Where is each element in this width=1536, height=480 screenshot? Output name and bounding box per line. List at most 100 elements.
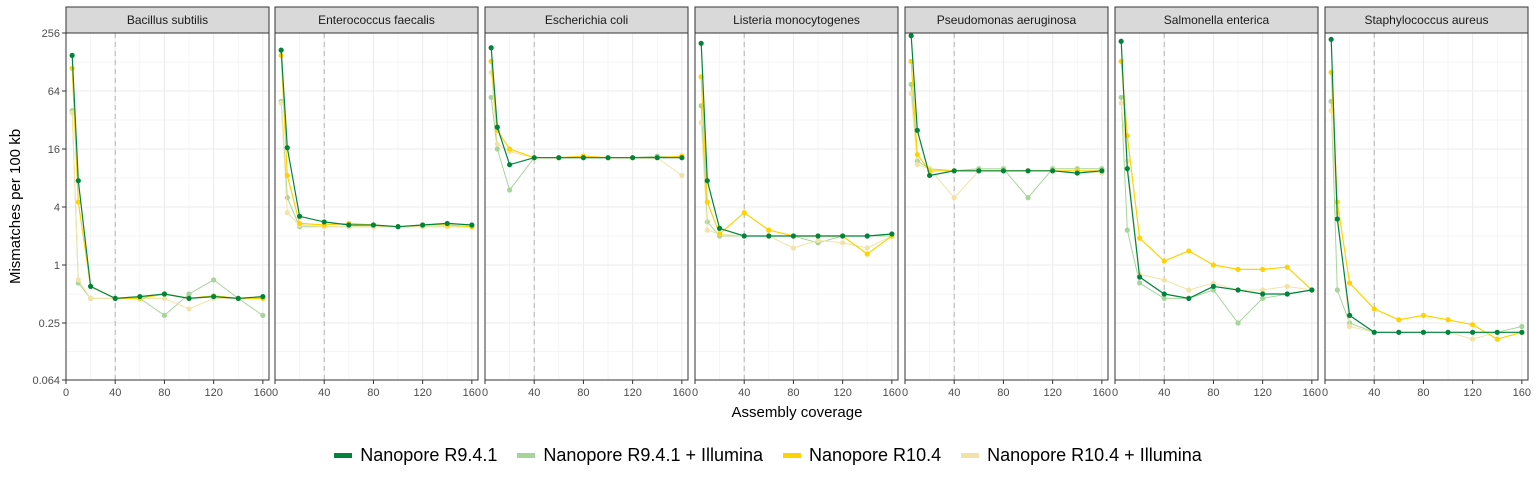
data-point-pseudomonas-aeruginosa-nanopore-r10-4-illumina <box>914 162 920 168</box>
y-axis-title: Mismatches per 100 kb <box>7 129 24 284</box>
data-point-listeria-monocytogenes-nanopore-r9-4-1 <box>741 233 747 239</box>
data-point-staphylococcus-aureus-nanopore-r9-4-1 <box>1334 216 1340 222</box>
panel-title-listeria-monocytogenes: Listeria monocytogenes <box>733 13 860 27</box>
panel-strip-pseudomonas-aeruginosa <box>904 6 1109 34</box>
data-point-bacillus-subtilis-nanopore-r9-4-1 <box>161 291 168 297</box>
series-line-enterococcus-faecalis-nanopore-r10-4-illumina <box>280 102 472 228</box>
panel-strip-escherichia-coli <box>484 6 689 34</box>
data-point-pseudomonas-aeruginosa-nanopore-r10-4-illumina <box>908 91 914 97</box>
data-point-listeria-monocytogenes-nanopore-r10-4 <box>717 231 723 237</box>
data-point-bacillus-subtilis-nanopore-r9-4-1-illumina <box>211 277 217 283</box>
series-line-bacillus-subtilis-nanopore-r9-4-1 <box>71 55 263 300</box>
data-point-staphylococcus-aureus-nanopore-r10-4 <box>1445 317 1451 323</box>
data-point-listeria-monocytogenes-nanopore-r10-4-illumina <box>790 245 797 251</box>
series-line-escherichia-coli-nanopore-r10-4 <box>490 61 682 159</box>
data-point-enterococcus-faecalis-nanopore-r9-4-1-illumina <box>284 195 290 201</box>
data-point-salmonella-enterica-nanopore-r9-4-1 <box>1260 291 1266 297</box>
data-point-pseudomonas-aeruginosa-nanopore-r9-4-1 <box>1074 170 1080 176</box>
x-tick-label: 80 <box>577 387 589 399</box>
x-tick-label: 160 <box>673 387 691 399</box>
data-point-salmonella-enterica-nanopore-r10-4 <box>1161 258 1167 264</box>
data-point-staphylococcus-aureus-nanopore-r9-4-1-illumina <box>1519 323 1525 330</box>
data-point-staphylococcus-aureus-nanopore-r9-4-1 <box>1371 329 1377 335</box>
legend-label-r104-illumina: Nanopore R10.4 + Illumina <box>987 444 1202 465</box>
series-line-staphylococcus-aureus-nanopore-r9-4-1-illumina <box>1330 101 1522 333</box>
y-tick-label: 0.25 <box>39 318 60 330</box>
data-point-pseudomonas-aeruginosa-nanopore-r9-4-1 <box>1050 168 1056 174</box>
data-point-pseudomonas-aeruginosa-nanopore-r9-4-1 <box>1099 168 1105 174</box>
series-line-enterococcus-faecalis-nanopore-r9-4-1 <box>280 50 472 228</box>
series-line-bacillus-subtilis-nanopore-r10-4 <box>71 68 263 300</box>
panel-border-salmonella-enterica <box>1114 32 1319 381</box>
y-tick-label: 1 <box>54 260 60 272</box>
data-point-listeria-monocytogenes-nanopore-r10-4 <box>864 251 870 257</box>
data-point-escherichia-coli-nanopore-r9-4-1-illumina <box>488 94 494 100</box>
data-point-staphylococcus-aureus-nanopore-r10-4 <box>1347 280 1353 286</box>
data-point-pseudomonas-aeruginosa-nanopore-r10-4 <box>914 151 920 158</box>
data-point-staphylococcus-aureus-nanopore-r10-4 <box>1371 306 1377 312</box>
series-line-pseudomonas-aeruginosa-nanopore-r9-4-1-illumina <box>910 84 1102 199</box>
data-point-bacillus-subtilis-nanopore-r9-4-1 <box>75 178 81 184</box>
data-point-escherichia-coli-nanopore-r9-4-1-illumina <box>494 146 500 152</box>
data-point-salmonella-enterica-nanopore-r10-4-illumina <box>1284 283 1290 289</box>
data-point-salmonella-enterica-nanopore-r10-4-illumina <box>1118 100 1124 106</box>
series-line-staphylococcus-aureus-nanopore-r10-4 <box>1330 72 1522 340</box>
x-tick-label: 80 <box>1417 387 1429 399</box>
data-point-staphylococcus-aureus-nanopore-r9-4-1 <box>1519 329 1525 335</box>
x-tick-label: 0 <box>692 387 698 399</box>
x-tick-label: 120 <box>1253 387 1271 399</box>
data-point-bacillus-subtilis-nanopore-r9-4-1-illumina <box>186 291 192 297</box>
data-point-listeria-monocytogenes-nanopore-r9-4-1 <box>840 233 846 239</box>
y-tick-label: 64 <box>48 86 60 98</box>
data-point-salmonella-enterica-nanopore-r9-4-1 <box>1235 287 1241 293</box>
series-line-escherichia-coli-nanopore-r9-4-1 <box>490 47 682 166</box>
data-point-escherichia-coli-nanopore-r9-4-1 <box>494 124 500 130</box>
y-tick-label: 256 <box>42 28 60 40</box>
x-tick-label: 120 <box>1043 387 1061 399</box>
series-line-listeria-monocytogenes-nanopore-r10-4-illumina <box>700 122 893 249</box>
x-tick-label: 160 <box>463 387 481 399</box>
data-point-bacillus-subtilis-nanopore-r10-4-illumina <box>69 110 75 116</box>
data-point-listeria-monocytogenes-nanopore-r9-4-1 <box>790 233 797 239</box>
panel-border-listeria-monocytogenes <box>694 32 899 381</box>
data-point-salmonella-enterica-nanopore-r10-4 <box>1137 235 1143 241</box>
x-tick-label: 40 <box>528 387 540 399</box>
panel-strip-salmonella-enterica <box>1114 6 1319 34</box>
data-point-salmonella-enterica-nanopore-r9-4-1-illumina <box>1118 94 1124 100</box>
data-point-staphylococcus-aureus-nanopore-r10-4 <box>1396 317 1402 323</box>
legend-key-r941-illumina <box>517 452 536 458</box>
panel-title-escherichia-coli: Escherichia coli <box>545 13 628 27</box>
data-point-pseudomonas-aeruginosa-nanopore-r9-4-1 <box>927 172 933 179</box>
data-point-escherichia-coli-nanopore-r9-4-1 <box>580 155 587 161</box>
data-point-pseudomonas-aeruginosa-nanopore-r9-4-1 <box>976 168 982 174</box>
data-point-enterococcus-faecalis-nanopore-r9-4-1 <box>370 222 377 228</box>
x-axis-title: Assembly coverage <box>732 404 863 421</box>
data-point-bacillus-subtilis-nanopore-r9-4-1 <box>186 295 192 302</box>
data-point-staphylococcus-aureus-nanopore-r10-4 <box>1494 336 1500 342</box>
data-point-enterococcus-faecalis-nanopore-r9-4-1 <box>284 145 290 151</box>
x-tick-label: 0 <box>1112 387 1118 399</box>
panel-strip-listeria-monocytogenes <box>694 6 899 34</box>
data-point-salmonella-enterica-nanopore-r9-4-1-illumina <box>1260 295 1266 302</box>
legend-label-r104: Nanopore R10.4 <box>809 444 942 465</box>
x-tick-label: 40 <box>1368 387 1380 399</box>
data-point-salmonella-enterica-nanopore-r9-4-1-illumina <box>1235 320 1241 326</box>
data-point-escherichia-coli-nanopore-r9-4-1 <box>605 155 611 161</box>
data-point-escherichia-coli-nanopore-r10-4 <box>507 146 513 152</box>
series-line-staphylococcus-aureus-nanopore-r9-4-1 <box>1330 39 1522 333</box>
x-tick-label: 120 <box>204 387 222 399</box>
data-point-pseudomonas-aeruginosa-nanopore-r10-4-illumina <box>951 195 957 201</box>
series-line-salmonella-enterica-nanopore-r9-4-1 <box>1120 41 1312 300</box>
data-point-enterococcus-faecalis-nanopore-r9-4-1 <box>420 222 426 228</box>
data-point-listeria-monocytogenes-nanopore-r9-4-1 <box>704 178 710 184</box>
data-point-escherichia-coli-nanopore-r9-4-1 <box>654 155 660 161</box>
data-point-staphylococcus-aureus-nanopore-r9-4-1 <box>1396 329 1402 335</box>
data-point-pseudomonas-aeruginosa-nanopore-r9-4-1 <box>951 168 957 174</box>
x-tick-label: 160 <box>254 387 272 399</box>
data-point-salmonella-enterica-nanopore-r9-4-1 <box>1118 38 1124 44</box>
x-tick-label: 0 <box>902 387 908 399</box>
legend-key-r941 <box>334 452 353 458</box>
data-point-staphylococcus-aureus-nanopore-r10-4-illumina <box>1347 323 1353 330</box>
data-point-salmonella-enterica-nanopore-r9-4-1 <box>1186 295 1192 302</box>
data-point-enterococcus-faecalis-nanopore-r10-4-illumina <box>284 209 290 216</box>
